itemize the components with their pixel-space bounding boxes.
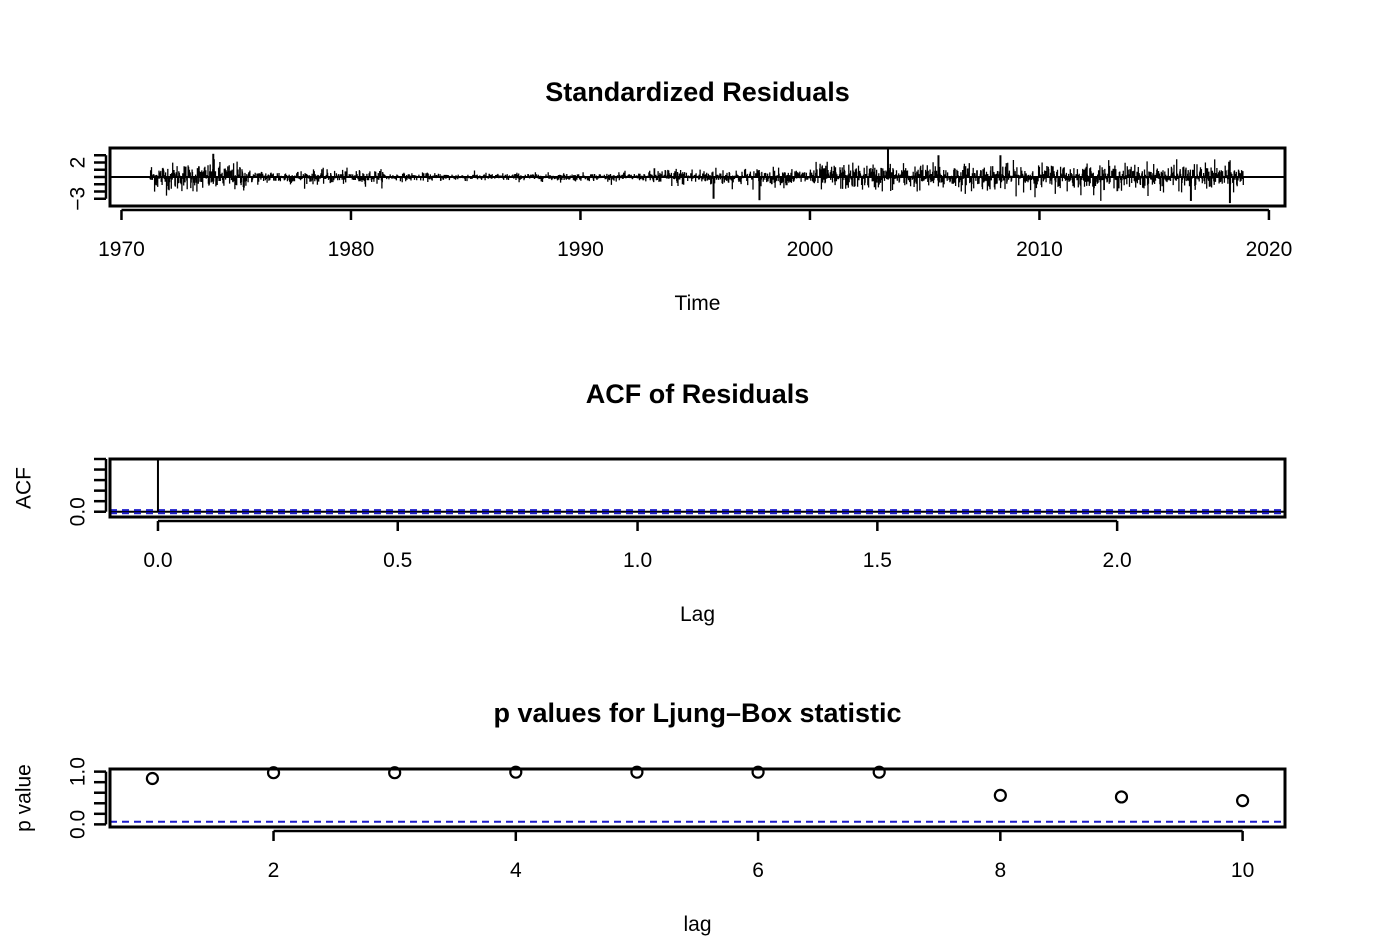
p-value-point	[266, 766, 281, 780]
x-tick-label: 2000	[787, 238, 834, 261]
p-value-point	[751, 765, 765, 779]
x-tick-label: 2020	[1246, 238, 1293, 261]
panel-1: Standardized Residuals 1970 1980 1990 2000 20…	[67, 77, 1293, 315]
x-axis: 2 4 6 8 10	[268, 829, 1254, 882]
x-tick-label: 1.0	[623, 549, 652, 572]
y-tick-label: 0.0	[67, 497, 90, 526]
p-value-point	[872, 765, 886, 779]
x-tick-label: 8	[994, 859, 1006, 882]
x-tick-label: 2010	[1016, 238, 1063, 261]
plot-area	[110, 459, 1285, 515]
y-axis-label: p value	[13, 764, 36, 832]
x-tick-label: 2	[268, 859, 280, 882]
x-tick-label: 1990	[557, 238, 604, 261]
plot-area	[110, 148, 1285, 204]
x-tick-label: 0.0	[143, 549, 172, 572]
y-tick-label: 1.0	[67, 757, 90, 786]
panel-2: ACF of Residuals 0.0 0.5 1.0 1.5 2.0 Lag 0.0 ACF	[13, 379, 1287, 626]
p-value-point	[145, 771, 159, 786]
x-tick-label: 1970	[98, 238, 145, 261]
plot-area	[110, 765, 1285, 823]
panel-3: p values for Ljung–Box statistic 2 4 6 8 10 la…	[13, 698, 1287, 936]
x-axis-label: Lag	[680, 603, 715, 626]
x-tick-label: 1.5	[863, 549, 892, 572]
y-axis: 0.0 1.0	[67, 757, 108, 839]
plot-frame	[108, 767, 1287, 829]
y-axis-label: ACF	[13, 467, 36, 509]
x-tick-label: 10	[1231, 859, 1254, 882]
p-value-point	[993, 788, 1007, 802]
y-tick-label: 2	[67, 157, 90, 169]
x-tick-label: 0.5	[383, 549, 412, 572]
panel-title: ACF of Residuals	[586, 379, 810, 409]
p-value-point	[1236, 794, 1250, 808]
x-axis-label: Time	[675, 292, 721, 315]
y-tick-label: −3	[67, 187, 90, 211]
panel-title: Standardized Residuals	[545, 77, 850, 107]
x-tick-label: 6	[752, 859, 764, 882]
x-axis: 1970 1980 1990 2000 2010 2020	[98, 208, 1293, 261]
y-axis: −3 2	[67, 154, 108, 211]
p-value-point	[630, 765, 644, 779]
p-value-point	[1114, 790, 1129, 804]
p-value-point	[388, 766, 402, 780]
plot-frame	[108, 457, 1287, 519]
panel-title: p values for Ljung–Box statistic	[493, 698, 901, 728]
plot-frame	[108, 146, 1287, 208]
x-tick-label: 1980	[328, 238, 375, 261]
y-axis: 0.0	[67, 457, 108, 526]
x-tick-label: 4	[510, 859, 522, 882]
x-tick-label: 2.0	[1103, 549, 1132, 572]
x-axis-label: lag	[683, 913, 711, 936]
p-value-point	[509, 765, 523, 779]
y-tick-label: 0.0	[67, 810, 90, 839]
x-axis: 0.0 0.5 1.0 1.5 2.0	[143, 519, 1132, 572]
residual-series	[149, 159, 1244, 201]
